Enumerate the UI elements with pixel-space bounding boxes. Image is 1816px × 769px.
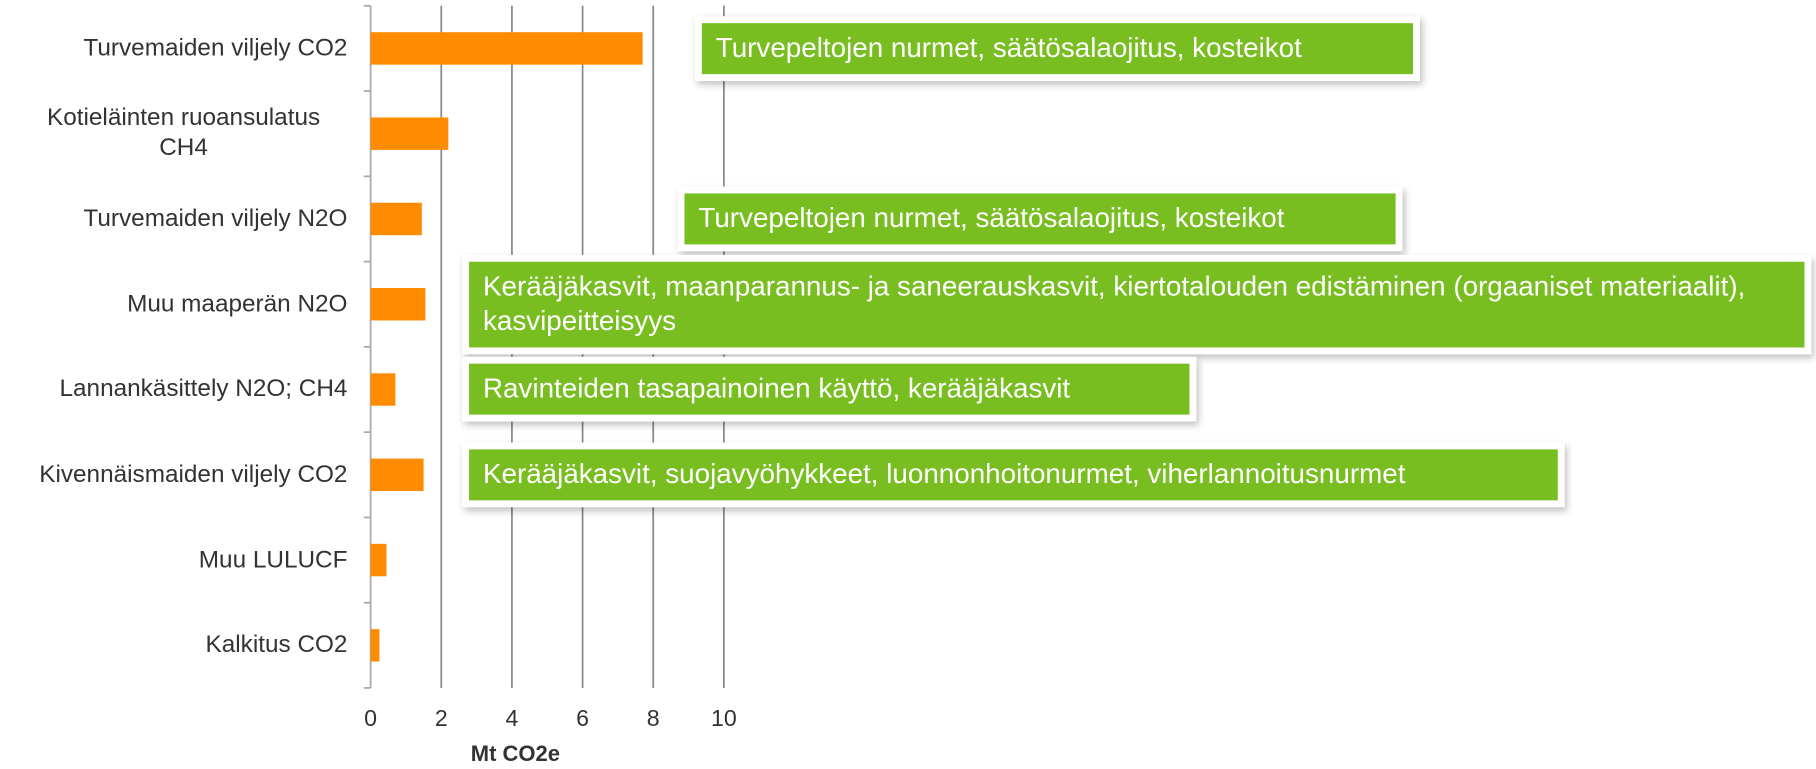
y-tick-label: Muu maaperän N2O (127, 290, 348, 317)
y-tick-label: Turvemaiden viljely CO2 (83, 34, 348, 62)
annotation: Turvepeltojen nurmet, säätösalaojitus, k… (684, 193, 1396, 245)
bar (370, 288, 426, 321)
x-axis-label: Mt CO2e (471, 741, 560, 766)
annotation: Kerääjäkasvit, maanparannus- ja saneerau… (469, 261, 1805, 348)
bar (370, 543, 387, 577)
annotation: Ravinteiden tasapainoinen käyttö, kerääj… (469, 364, 1190, 415)
bar (370, 629, 380, 662)
bar (370, 32, 643, 65)
y-tick-label: Lannankäsittely N2O; CH4 (59, 375, 348, 403)
x-tick-label: 8 (647, 705, 660, 731)
y-tick-label: Kivennäismaiden viljely CO2 (39, 460, 348, 488)
annotation: Turvepeltojen nurmet, säätösalaojitus, k… (701, 22, 1414, 74)
x-tick-label: 2 (435, 705, 448, 731)
bar (370, 373, 396, 406)
bar (370, 117, 449, 150)
x-tick-label: 4 (505, 705, 518, 731)
y-tick-label: Turvemaiden viljely N2O (83, 205, 348, 232)
annotation: Kerääjäkasvit, suojavyöhykkeet, luonnonh… (469, 449, 1558, 501)
bar (370, 458, 424, 492)
x-tick-label: 10 (711, 705, 737, 731)
x-tick-label: 0 (364, 705, 377, 731)
x-tick-label: 6 (576, 705, 589, 731)
y-tick-label: Kotieläinten ruoansulatus CH4 (46, 104, 321, 162)
y-tick-label: Kalkitus CO2 (205, 631, 348, 659)
bar (370, 202, 422, 236)
y-tick-label: Muu LULUCF (198, 546, 348, 573)
